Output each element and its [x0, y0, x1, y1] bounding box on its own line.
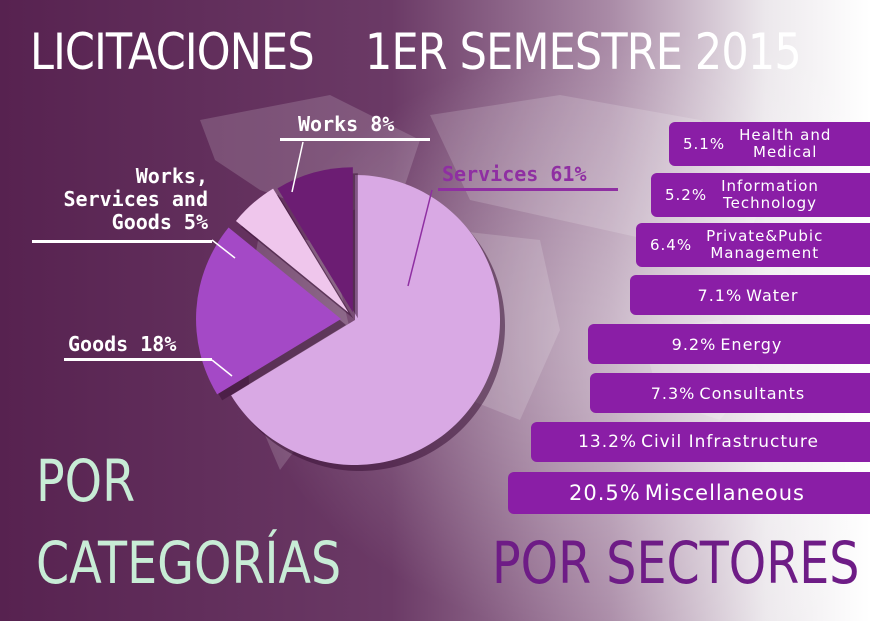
sector-name: Health and Medical — [739, 127, 831, 161]
section-title-sectores: POR SECTORES — [492, 529, 860, 597]
pie-label-goods-rule — [64, 358, 212, 361]
sector-pct: 5.1% — [683, 135, 726, 153]
pie-label-wsg-line1: Works, — [135, 164, 208, 188]
pie-label-works-services-goods: Works, Services and Goods 5% — [30, 164, 209, 234]
pie-label-works: Works 8% — [298, 112, 395, 136]
sector-pct: 9.2% — [671, 334, 717, 354]
sector-name: Energy — [720, 334, 783, 354]
sector-pct: 5.2% — [665, 186, 708, 204]
pie-slice-services — [231, 175, 500, 465]
leader-goods — [211, 359, 233, 377]
sector-name-line2: Technology — [723, 194, 818, 212]
sector-name-line1: Private&Pubic — [706, 227, 824, 245]
sector-pct: 6.4% — [650, 236, 693, 254]
sector-name-line2: Management — [710, 244, 820, 262]
section-title-categorias-line2: CATEGORÍAS — [36, 529, 342, 597]
sector-name-line1: Health and — [739, 126, 832, 144]
title-sub: 1ER SEMESTRE 2015 — [365, 23, 802, 81]
pie-slice-goods — [196, 227, 342, 395]
sector-bar-health-and: 5.1% Health and Medical — [669, 122, 870, 166]
pie-slice-works-services-and-goods — [235, 188, 349, 313]
sector-bar-private-pubic: 6.4% Private&Pubic Management — [636, 223, 870, 267]
leader-wsg — [211, 239, 236, 259]
sector-bar-information: 5.2% Information Technology — [651, 173, 870, 217]
sector-name-line1: Information — [721, 177, 819, 195]
sector-name: Miscellaneous — [644, 480, 805, 505]
pie-slice-works — [277, 167, 353, 313]
pie-label-wsg-rule — [32, 240, 212, 243]
sector-bar-civil-infrastructure: 13.2% Civil Infrastructure — [531, 422, 870, 462]
leader-services — [407, 189, 433, 287]
sector-pct: 20.5% — [569, 481, 641, 505]
sector-bar-water: 7.1% Water — [630, 275, 870, 315]
sector-bar-consultants: 7.3% Consultants — [590, 373, 870, 413]
pie-label-works-rule — [280, 138, 430, 141]
section-title-categorias-line1: POR — [36, 447, 136, 515]
pie-label-wsg-line3: Goods 5% — [111, 210, 208, 234]
sector-name: Private&Pubic Management — [706, 228, 823, 262]
sector-pct: 7.3% — [650, 383, 696, 403]
sector-pct: 13.2% — [578, 432, 638, 452]
pie-label-goods: Goods 18% — [68, 332, 177, 356]
sector-bar-energy: 9.2% Energy — [588, 324, 870, 364]
sector-name: Water — [746, 285, 799, 305]
sector-bar-miscellaneous: 20.5% Miscellaneous — [508, 472, 870, 514]
sector-name: Consultants — [699, 383, 806, 403]
pie-label-wsg-line2: Services and — [63, 187, 209, 211]
sector-pct: 7.1% — [697, 285, 743, 305]
sector-name: Information Technology — [721, 178, 819, 212]
leader-works — [291, 141, 304, 193]
pie-label-services: Services 61% — [442, 162, 587, 186]
sector-name: Civil Infrastructure — [641, 431, 819, 452]
sector-name-line2: Medical — [753, 143, 818, 161]
title-main: LICITACIONES — [30, 23, 315, 81]
pie-label-services-rule — [438, 188, 618, 191]
